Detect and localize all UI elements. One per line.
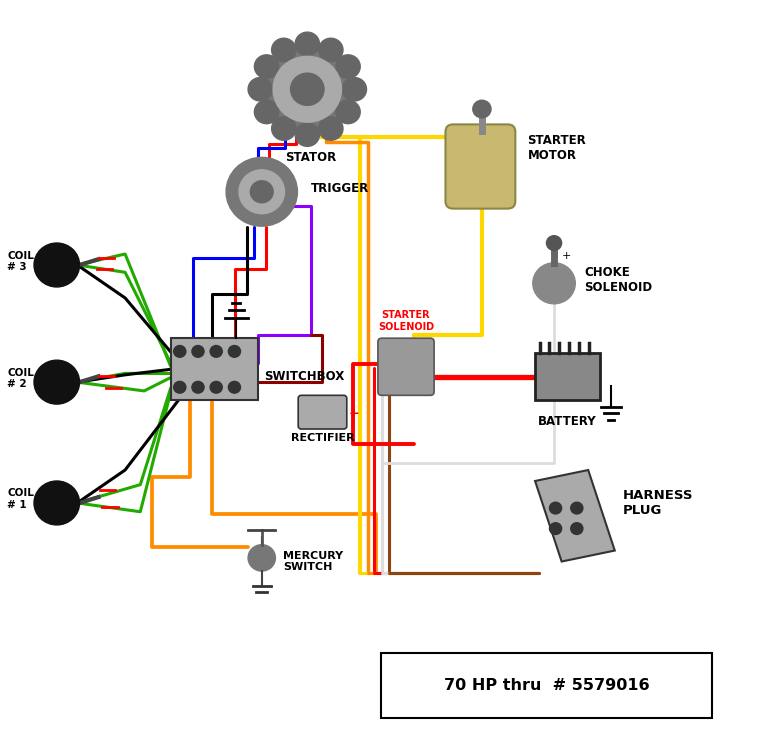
Circle shape xyxy=(533,263,575,304)
Circle shape xyxy=(272,38,296,62)
Text: +: + xyxy=(349,407,359,420)
Circle shape xyxy=(571,523,583,534)
Text: HARNESS
PLUG: HARNESS PLUG xyxy=(622,489,693,517)
Circle shape xyxy=(295,123,319,146)
FancyBboxPatch shape xyxy=(445,124,515,209)
Circle shape xyxy=(290,74,324,105)
Circle shape xyxy=(273,57,342,122)
Circle shape xyxy=(254,55,279,78)
Circle shape xyxy=(248,545,276,571)
Circle shape xyxy=(549,523,561,534)
Circle shape xyxy=(571,502,583,514)
FancyBboxPatch shape xyxy=(381,653,712,717)
Text: SWITCHBOX: SWITCHBOX xyxy=(264,370,344,383)
Circle shape xyxy=(260,44,354,135)
Circle shape xyxy=(210,381,222,393)
Text: TRIGGER: TRIGGER xyxy=(311,182,369,195)
Circle shape xyxy=(549,502,561,514)
Circle shape xyxy=(343,77,366,101)
Text: +: + xyxy=(561,251,571,261)
Circle shape xyxy=(319,117,343,140)
Circle shape xyxy=(254,100,279,123)
Circle shape xyxy=(272,117,296,140)
Circle shape xyxy=(336,100,360,123)
Circle shape xyxy=(319,38,343,62)
Circle shape xyxy=(34,481,80,525)
Text: COIL
# 3: COIL # 3 xyxy=(7,251,34,272)
Text: COIL
# 1: COIL # 1 xyxy=(7,489,34,510)
Bar xyxy=(170,338,258,401)
Text: BATTERY: BATTERY xyxy=(538,415,597,428)
Text: MERCURY
SWITCH: MERCURY SWITCH xyxy=(283,551,343,573)
Circle shape xyxy=(239,170,284,214)
Text: STARTER
SOLENOID: STARTER SOLENOID xyxy=(378,310,434,331)
Circle shape xyxy=(174,381,186,393)
Circle shape xyxy=(248,77,273,101)
Text: CHOKE
SOLENOID: CHOKE SOLENOID xyxy=(584,265,653,294)
Circle shape xyxy=(336,55,360,78)
Circle shape xyxy=(192,381,204,393)
Text: RECTIFIER: RECTIFIER xyxy=(290,434,354,443)
Circle shape xyxy=(228,381,240,393)
Text: STATOR: STATOR xyxy=(286,151,336,165)
Circle shape xyxy=(226,157,297,226)
Bar xyxy=(535,353,600,401)
Text: 70 HP thru  # 5579016: 70 HP thru # 5579016 xyxy=(444,678,649,693)
Circle shape xyxy=(473,100,491,118)
FancyBboxPatch shape xyxy=(298,395,347,429)
Circle shape xyxy=(34,243,80,287)
Text: STARTER
MOTOR: STARTER MOTOR xyxy=(528,134,586,162)
FancyBboxPatch shape xyxy=(378,338,434,395)
Circle shape xyxy=(250,181,273,203)
Circle shape xyxy=(210,345,222,357)
Polygon shape xyxy=(535,470,614,562)
Circle shape xyxy=(228,345,240,357)
Circle shape xyxy=(295,32,319,56)
Circle shape xyxy=(34,360,80,404)
Circle shape xyxy=(192,345,204,357)
Text: COIL
# 2: COIL # 2 xyxy=(7,368,34,390)
Circle shape xyxy=(547,236,561,251)
Circle shape xyxy=(174,345,186,357)
